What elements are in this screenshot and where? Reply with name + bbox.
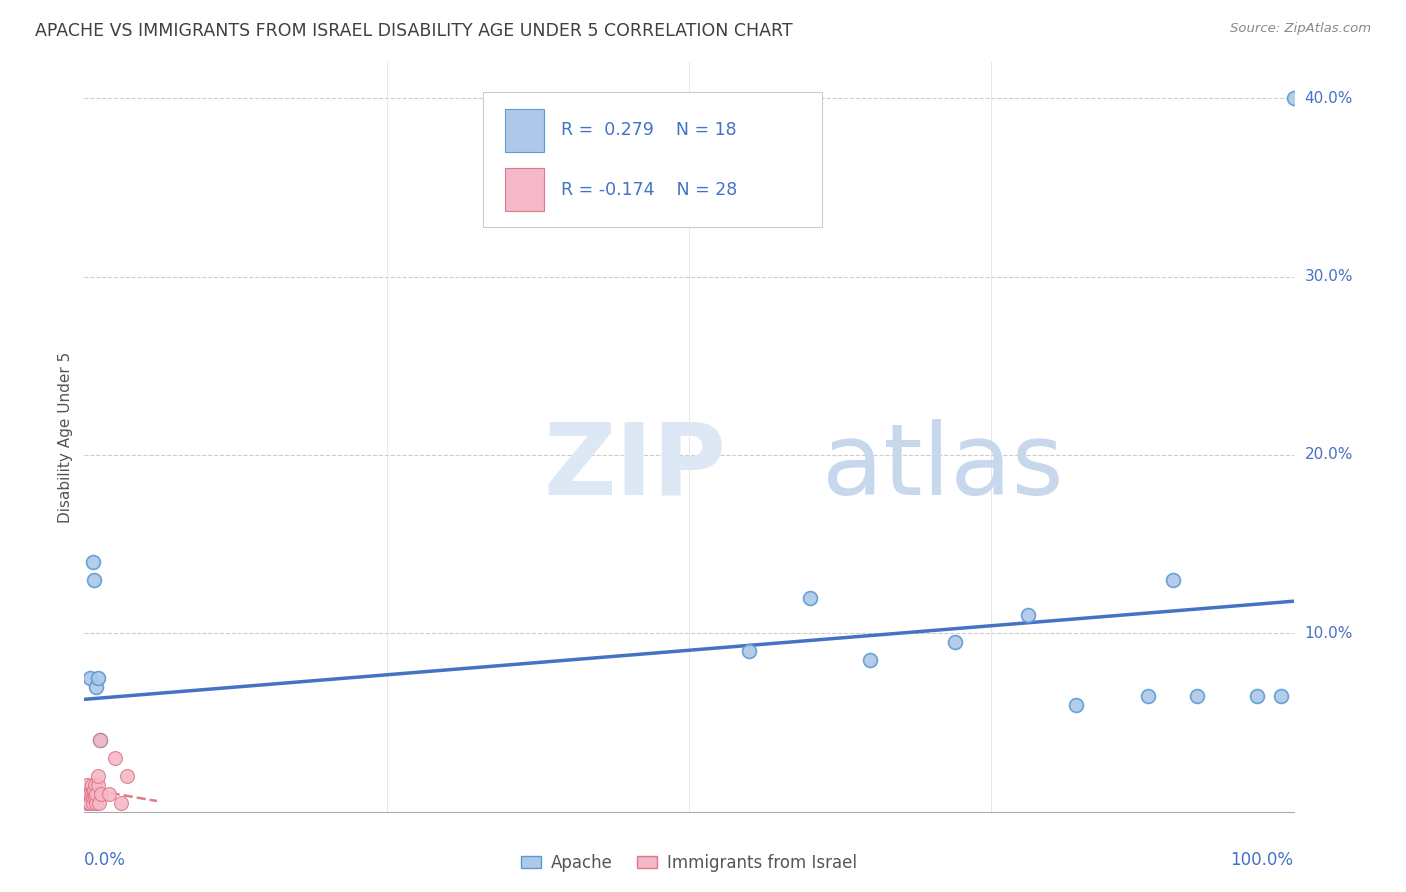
Point bbox=[1161, 573, 1184, 587]
Point bbox=[1185, 689, 1208, 703]
Text: atlas: atlas bbox=[823, 418, 1063, 516]
Point bbox=[90, 787, 112, 801]
Point bbox=[82, 790, 104, 805]
Point bbox=[83, 787, 105, 801]
Legend: Apache, Immigrants from Israel: Apache, Immigrants from Israel bbox=[513, 847, 865, 879]
Point bbox=[80, 787, 103, 801]
Point bbox=[1246, 689, 1268, 703]
Point bbox=[76, 778, 98, 792]
Text: Source: ZipAtlas.com: Source: ZipAtlas.com bbox=[1230, 22, 1371, 36]
Text: 30.0%: 30.0% bbox=[1305, 269, 1353, 284]
FancyBboxPatch shape bbox=[484, 93, 823, 227]
Point bbox=[77, 787, 100, 801]
Point bbox=[84, 790, 107, 805]
Point bbox=[83, 573, 105, 587]
Point bbox=[77, 796, 100, 810]
Point bbox=[86, 787, 108, 801]
Text: 10.0%: 10.0% bbox=[1305, 626, 1353, 640]
Point bbox=[97, 787, 120, 801]
Point bbox=[1017, 608, 1039, 623]
Point bbox=[86, 778, 108, 792]
Point bbox=[77, 787, 100, 801]
Point bbox=[80, 778, 103, 792]
Point bbox=[1270, 689, 1292, 703]
Point bbox=[89, 733, 111, 747]
Point bbox=[79, 796, 101, 810]
Point bbox=[1282, 91, 1305, 105]
Point bbox=[79, 787, 101, 801]
FancyBboxPatch shape bbox=[505, 168, 544, 211]
Point bbox=[79, 671, 101, 685]
Point bbox=[86, 769, 108, 783]
Point bbox=[84, 778, 107, 792]
Point bbox=[859, 653, 882, 667]
Point bbox=[1137, 689, 1160, 703]
Point bbox=[89, 733, 111, 747]
Point bbox=[799, 591, 821, 605]
Point bbox=[87, 796, 110, 810]
Text: 100.0%: 100.0% bbox=[1230, 851, 1294, 869]
Text: 20.0%: 20.0% bbox=[1305, 448, 1353, 462]
Text: R =  0.279    N = 18: R = 0.279 N = 18 bbox=[561, 121, 737, 139]
Point bbox=[82, 555, 104, 569]
Point bbox=[86, 796, 108, 810]
Point bbox=[82, 796, 104, 810]
Text: ZIP: ZIP bbox=[544, 418, 727, 516]
Point bbox=[77, 796, 100, 810]
Point bbox=[115, 769, 138, 783]
Text: 0.0%: 0.0% bbox=[84, 851, 127, 869]
Y-axis label: Disability Age Under 5: Disability Age Under 5 bbox=[58, 351, 73, 523]
Point bbox=[943, 635, 966, 649]
Point bbox=[76, 796, 98, 810]
Point bbox=[86, 671, 108, 685]
Point bbox=[75, 787, 97, 801]
Point bbox=[738, 644, 761, 658]
Text: 40.0%: 40.0% bbox=[1305, 91, 1353, 105]
Point bbox=[83, 783, 105, 797]
FancyBboxPatch shape bbox=[505, 109, 544, 152]
Text: APACHE VS IMMIGRANTS FROM ISRAEL DISABILITY AGE UNDER 5 CORRELATION CHART: APACHE VS IMMIGRANTS FROM ISRAEL DISABIL… bbox=[35, 22, 793, 40]
Text: R = -0.174    N = 28: R = -0.174 N = 28 bbox=[561, 180, 737, 199]
Point bbox=[86, 680, 108, 694]
Point bbox=[104, 751, 127, 765]
Point bbox=[110, 796, 132, 810]
Point bbox=[1064, 698, 1087, 712]
